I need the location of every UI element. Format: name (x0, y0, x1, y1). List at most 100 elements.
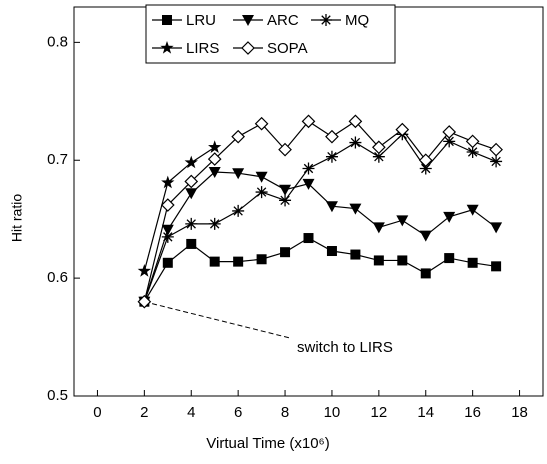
y-axis-label: Hit ratio (9, 194, 25, 242)
marker (348, 114, 363, 129)
marker (255, 171, 268, 183)
legend-label: SOPA (267, 40, 308, 57)
y-tick-label: 0.6 (47, 269, 68, 286)
marker (325, 129, 339, 144)
marker (233, 256, 244, 267)
marker (278, 142, 292, 157)
legend-label: LIRS (186, 40, 219, 57)
marker (325, 201, 338, 213)
series-line (143, 120, 497, 302)
y-tick-label: 0.8 (47, 33, 68, 50)
marker (444, 253, 455, 264)
marker (302, 178, 315, 190)
marker (442, 125, 457, 139)
x-tick-label: 8 (281, 404, 289, 421)
marker (372, 150, 385, 163)
marker (185, 188, 198, 200)
marker (161, 175, 175, 189)
marker (443, 211, 456, 223)
y-tick-label: 0.7 (47, 151, 68, 168)
legend-label: MQ (345, 12, 369, 29)
legend-box (145, 4, 396, 64)
marker (231, 129, 245, 144)
y-tick-label: 0.5 (47, 387, 68, 404)
marker (256, 254, 267, 265)
x-tick-label: 12 (371, 404, 388, 421)
marker (161, 224, 174, 236)
marker (397, 255, 408, 266)
series-line (143, 237, 497, 303)
marker (208, 217, 221, 230)
marker (419, 162, 432, 175)
marker (161, 230, 174, 243)
marker (320, 14, 332, 26)
x-tick-label: 0 (93, 404, 101, 421)
marker (162, 15, 172, 25)
marker (395, 122, 410, 137)
x-tick-label: 4 (187, 404, 195, 421)
marker (467, 257, 478, 268)
marker (372, 140, 386, 155)
marker (208, 167, 221, 179)
marker (490, 155, 503, 168)
x-axis-label: Virtual Time (x10⁶) (206, 435, 329, 452)
annotation: switch to LIRS (297, 339, 393, 356)
marker (160, 198, 175, 212)
x-tick-label: 2 (140, 404, 148, 421)
marker (419, 230, 432, 242)
marker (418, 153, 433, 168)
marker (466, 145, 479, 158)
x-tick-label: 6 (234, 404, 242, 421)
marker (443, 135, 456, 148)
legend: LRU ARC MQ LIRS SOPA (145, 4, 396, 64)
marker (209, 256, 220, 267)
series-line (143, 146, 216, 272)
marker (372, 222, 385, 234)
annotation-arrow (144, 301, 291, 339)
x-tick-label: 18 (511, 404, 528, 421)
legend-label: ARC (267, 12, 299, 29)
marker (325, 150, 338, 163)
marker (137, 264, 152, 277)
marker (160, 41, 174, 54)
legend-label: LRU (186, 12, 216, 29)
marker (301, 114, 316, 129)
marker (326, 246, 337, 257)
marker (303, 233, 314, 244)
marker (137, 294, 152, 309)
series-line (143, 133, 497, 302)
marker (373, 255, 384, 266)
marker (208, 140, 222, 153)
marker (241, 41, 255, 55)
marker (232, 204, 245, 217)
marker (465, 134, 480, 149)
marker (184, 155, 198, 169)
marker (255, 186, 268, 199)
marker (185, 217, 198, 230)
marker (302, 162, 315, 175)
x-tick-label: 16 (464, 404, 481, 421)
x-tick-label: 10 (324, 404, 341, 421)
marker (242, 15, 254, 26)
marker (420, 268, 431, 279)
marker (490, 222, 503, 234)
marker (279, 194, 292, 207)
marker (254, 116, 269, 131)
marker (489, 142, 503, 157)
marker (184, 174, 199, 189)
series-line (143, 171, 497, 302)
marker (349, 136, 362, 149)
marker (491, 261, 502, 272)
marker (280, 247, 291, 258)
x-tick-label: 14 (417, 404, 434, 421)
marker (396, 215, 409, 227)
marker (350, 249, 361, 260)
marker (279, 184, 292, 196)
marker (186, 238, 197, 249)
marker (349, 203, 362, 215)
plot-frame (73, 6, 544, 397)
marker (466, 204, 479, 216)
marker (232, 168, 245, 180)
